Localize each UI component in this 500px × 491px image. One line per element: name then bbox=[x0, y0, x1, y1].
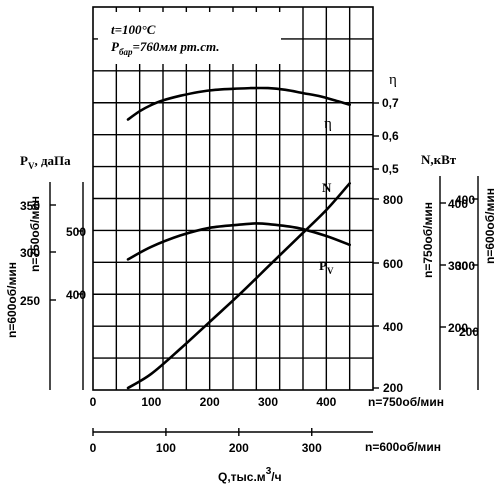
pressure-600-axis-label: n=600об/мин bbox=[5, 262, 19, 338]
pressure-750-tick: 500 bbox=[66, 225, 86, 239]
power-750-tick: 300 bbox=[448, 259, 468, 273]
series-label-efficiency: η bbox=[324, 116, 332, 132]
x750-axis-label: n=750об/мин bbox=[368, 395, 444, 409]
annotation-box bbox=[98, 12, 281, 64]
x750-tick-label: 100 bbox=[141, 395, 161, 409]
efficiency-tick: 0,5 bbox=[382, 162, 399, 176]
pressure-curve bbox=[126, 222, 351, 261]
efficiency-axis-title: η bbox=[389, 72, 397, 88]
power-600-tick: 300 bbox=[455, 259, 475, 273]
power-inner-tick: 400 bbox=[383, 320, 403, 334]
pressure-600-tick: 350 bbox=[20, 199, 40, 213]
x600-tick-label: 100 bbox=[156, 441, 176, 455]
x600-tick-label: 200 bbox=[229, 441, 249, 455]
x600-axis-label: n=600об/мин bbox=[365, 440, 441, 454]
pressure-600-tick: 250 bbox=[20, 294, 40, 308]
power-curve bbox=[126, 182, 351, 390]
power-inner-tick: 800 bbox=[383, 193, 403, 207]
pressure-750-axis-label: n=750об/мин bbox=[28, 196, 42, 272]
series-label-pressure: PV bbox=[319, 258, 334, 276]
x750-tick-label: 0 bbox=[90, 395, 97, 409]
power-axis-title: N,кВт bbox=[421, 152, 457, 167]
pressure-600-tick: 300 bbox=[20, 246, 40, 260]
x750-tick-label: 400 bbox=[316, 395, 336, 409]
x600-tick-label: 0 bbox=[90, 441, 97, 455]
power-inner-tick: 200 bbox=[383, 381, 403, 395]
temperature-annotation: t=100°C bbox=[111, 22, 156, 37]
power-600-tick: 400 bbox=[455, 193, 475, 207]
power-600-axis-label: n=600об/мин bbox=[483, 188, 497, 264]
x750-tick-label: 200 bbox=[200, 395, 220, 409]
efficiency-tick: 0,6 bbox=[382, 129, 399, 143]
power-750-axis-label: n=750об/мин bbox=[421, 202, 435, 278]
efficiency-curve bbox=[126, 86, 351, 121]
efficiency-tick: 0,7 bbox=[382, 96, 399, 110]
pressure-axis-title: PV, даПа bbox=[20, 153, 71, 171]
x600-tick-label: 300 bbox=[302, 441, 322, 455]
x-axis-title: Q,тыс.м3/ч bbox=[218, 466, 282, 484]
power-600-tick: 200 bbox=[459, 325, 479, 339]
power-inner-tick: 600 bbox=[383, 257, 403, 271]
x750-tick-label: 300 bbox=[258, 395, 278, 409]
power-750-tick: 200 bbox=[448, 321, 468, 335]
pressure-750-tick: 400 bbox=[66, 288, 86, 302]
pressure-annotation: Pбар=760мм рт.ст. bbox=[111, 39, 220, 57]
series-label-power: N bbox=[322, 180, 332, 195]
power-750-tick: 400 bbox=[448, 197, 468, 211]
